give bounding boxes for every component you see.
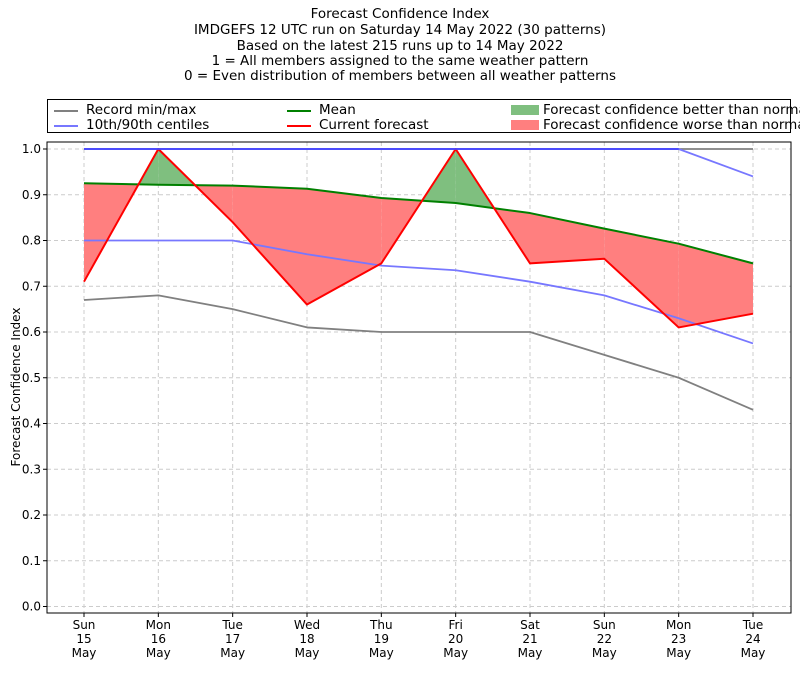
legend-swatch-record (54, 110, 78, 112)
x-tick-label: Mon (666, 618, 691, 632)
y-tick-label: 0.8 (22, 234, 41, 248)
y-axis: 0.0 0.1 0.2 0.3 0.4 0.5 0.6 0.7 0.8 0.9 1.0 (22, 142, 47, 614)
x-tick-label: Fri (449, 618, 463, 632)
x-tick-label: May (592, 646, 617, 660)
x-tick-label: May (666, 646, 691, 660)
series-line-current (83, 148, 754, 329)
series-line-p10 (84, 239, 754, 345)
legend: Record min/max 10th/90th centiles Mean C… (47, 99, 800, 133)
x-tick-label: Mon (146, 618, 171, 632)
legend-label-current: Current forecast (319, 117, 429, 133)
x-tick-label: May (72, 646, 97, 660)
fill-worse-than-normal (678, 243, 753, 328)
y-tick-label: 0.4 (22, 417, 41, 431)
legend-swatch-worse (511, 120, 539, 130)
x-tick-label: 19 (374, 632, 389, 646)
x-tick-label: Tue (742, 618, 764, 632)
y-tick-label: 0.5 (22, 371, 41, 385)
legend-swatch-mean (287, 110, 311, 112)
x-tick-label: Sun (593, 618, 616, 632)
legend-swatch-centiles (54, 125, 78, 127)
legend-swatch-current (287, 125, 311, 127)
x-tick-label: Wed (294, 618, 320, 632)
x-tick-label: 24 (745, 632, 760, 646)
x-tick-label: Thu (369, 618, 393, 632)
y-tick-label: 0.6 (22, 325, 41, 339)
fill-worse-than-normal (307, 188, 382, 305)
x-tick-label: 22 (597, 632, 612, 646)
y-tick-label: 0.2 (22, 508, 41, 522)
legend-swatch-better (511, 105, 539, 115)
y-tick-label: 1.0 (22, 142, 41, 156)
legend-label-centiles: 10th/90th centiles (86, 117, 210, 133)
y-tick-label: 0.3 (22, 462, 41, 476)
legend-label-record: Record min/max (86, 102, 197, 118)
title-line-5: 0 = Even distribution of members between… (183, 68, 617, 84)
title-line-1: Forecast Confidence Index (310, 6, 490, 22)
x-tick-label: 15 (76, 632, 91, 646)
x-tick-label: Tue (221, 618, 243, 632)
x-tick-label: 21 (522, 632, 537, 646)
x-tick-label: 16 (151, 632, 166, 646)
series-line-p90 (84, 148, 754, 178)
x-tick-label: May (295, 646, 320, 660)
legend-label-worse: Forecast confidence worse than normal (543, 117, 800, 133)
x-tick-label: 20 (448, 632, 463, 646)
series-line-record-min (83, 294, 754, 411)
y-tick-label: 0.0 (22, 600, 41, 614)
x-tick-label: May (146, 646, 171, 660)
fill-worse-than-normal (232, 185, 307, 305)
fill-worse-than-normal (604, 228, 679, 328)
y-tick-label: 0.1 (22, 554, 41, 568)
x-tick-label: 17 (225, 632, 240, 646)
title-line-2: IMDGEFS 12 UTC run on Saturday 14 May 20… (193, 22, 607, 38)
x-tick-label: 18 (299, 632, 314, 646)
y-tick-label: 0.7 (22, 279, 41, 293)
title-line-4: 1 = All members assigned to the same wea… (211, 53, 589, 69)
x-tick-label: May (741, 646, 766, 660)
x-tick-label: Sat (520, 618, 540, 632)
title-line-3: Based on the latest 215 runs up to 14 Ma… (236, 38, 564, 54)
y-tick-label: 0.9 (22, 188, 41, 202)
legend-label-mean: Mean (319, 102, 356, 118)
x-tick-label: May (518, 646, 543, 660)
x-tick-label: 23 (671, 632, 686, 646)
legend-label-better: Forecast confidence better than normal (543, 102, 800, 118)
x-tick-label: May (443, 646, 468, 660)
x-tick-label: May (220, 646, 245, 660)
x-tick-label: May (369, 646, 394, 660)
x-axis: Sun15MayMon16MayTue17MayWed18MayThu19May… (72, 613, 766, 660)
x-tick-label: Sun (73, 618, 96, 632)
